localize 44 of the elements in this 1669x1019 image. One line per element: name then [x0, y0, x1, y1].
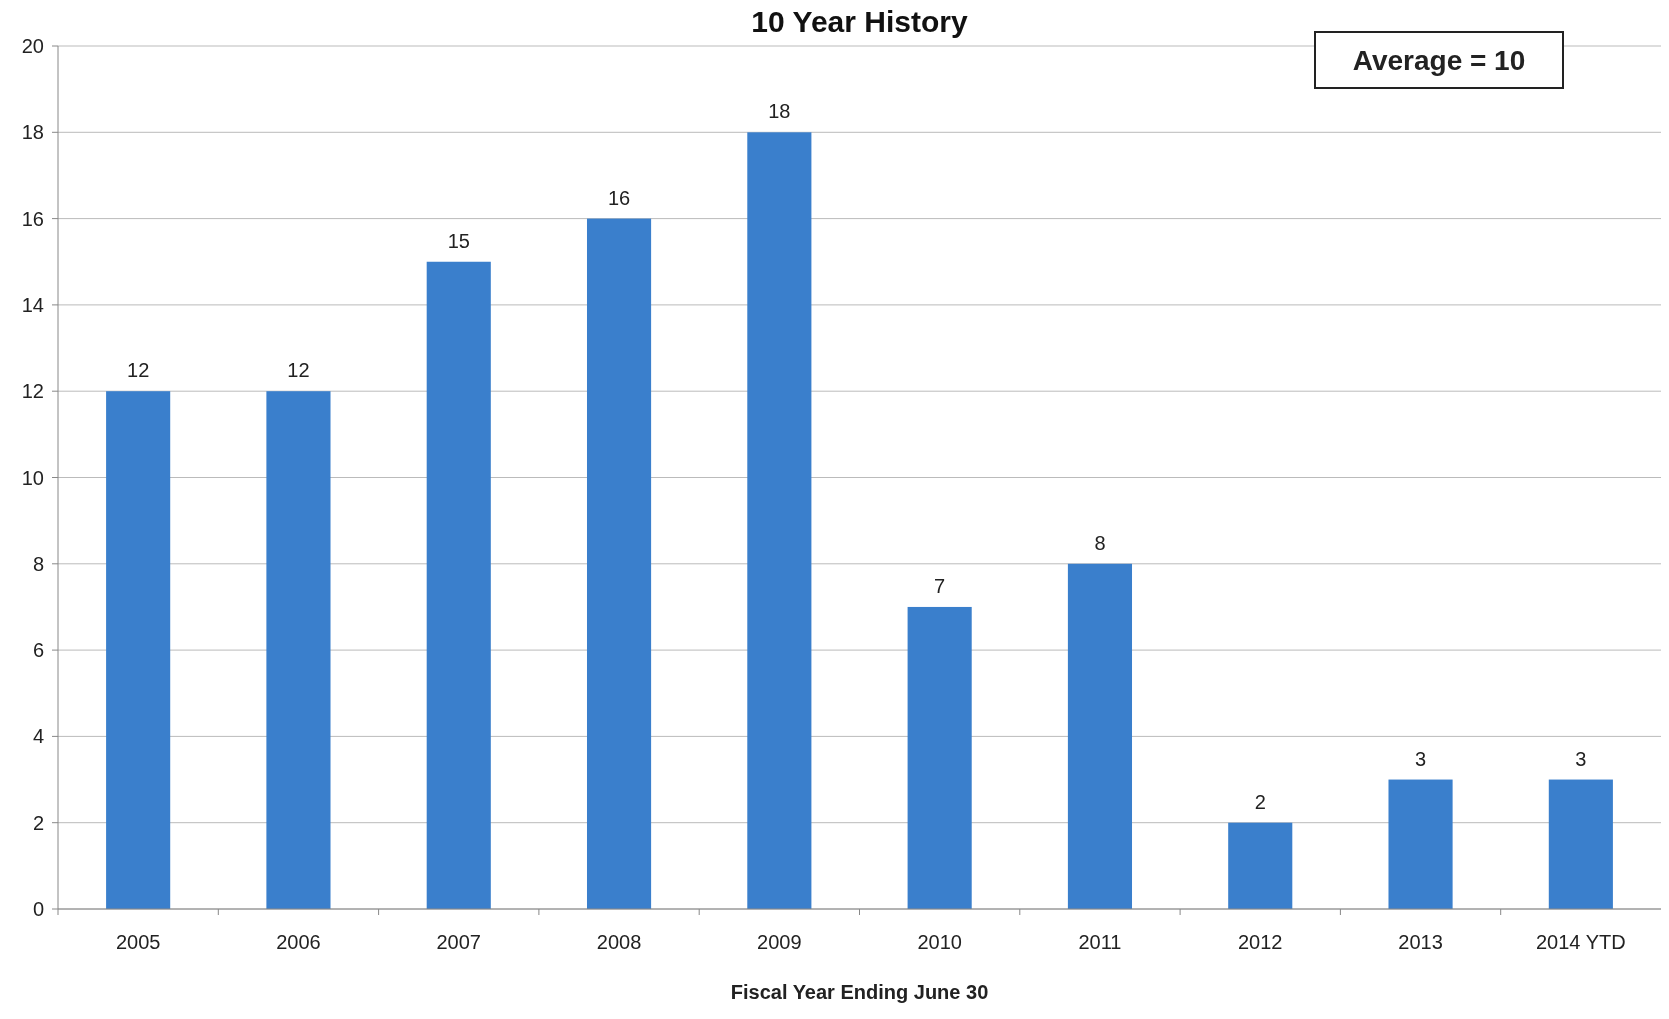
data-label: 18	[768, 100, 791, 123]
data-label: 3	[1575, 747, 1587, 770]
data-label: 2	[1254, 790, 1266, 813]
y-tick-label: 10	[21, 466, 44, 489]
x-tick-label: 2010	[917, 931, 962, 953]
y-tick-label: 0	[32, 898, 44, 920]
bar	[907, 606, 972, 909]
y-tick-label: 6	[32, 639, 44, 662]
data-label: 12	[287, 359, 310, 382]
bar	[1388, 779, 1453, 909]
data-label: 15	[447, 229, 470, 252]
data-label: 3	[1414, 747, 1427, 770]
y-tick-label: 16	[21, 207, 44, 230]
x-tick-label: 2014 YTD	[1536, 931, 1626, 953]
x-tick-label: 2007	[436, 931, 481, 953]
x-tick-label: 2009	[757, 931, 802, 953]
data-label: 8	[1094, 531, 1106, 554]
y-tick-label: 2	[32, 811, 44, 834]
x-tick-label: 2012	[1238, 931, 1283, 953]
bar	[426, 261, 491, 909]
y-tick-label: 8	[32, 552, 44, 575]
data-label: 16	[607, 186, 631, 209]
y-tick-label: 4	[32, 725, 44, 748]
bar	[266, 391, 331, 909]
x-tick-label: 2013	[1398, 931, 1443, 953]
bar	[1228, 822, 1293, 909]
x-axis-title: Fiscal Year Ending June 30	[730, 981, 989, 1003]
y-tick-label: 14	[21, 293, 44, 316]
y-tick-label: 12	[21, 380, 44, 403]
bar	[747, 132, 812, 909]
annotation: Average = 10	[1352, 44, 1526, 76]
y-tick-label: 20	[21, 35, 44, 57]
bar	[1548, 779, 1613, 909]
y-tick-label: 18	[21, 121, 44, 144]
bar	[1067, 563, 1133, 909]
data-label: 12	[127, 359, 150, 382]
x-tick-label: 2005	[115, 931, 161, 953]
chart-title: 10 Year History	[751, 5, 968, 38]
x-tick-label: 2011	[1078, 931, 1122, 953]
data-label: 7	[934, 574, 946, 597]
bar	[586, 218, 652, 909]
bar	[106, 391, 171, 909]
x-tick-label: 2006	[276, 931, 321, 953]
x-tick-label: 2008	[596, 931, 642, 953]
